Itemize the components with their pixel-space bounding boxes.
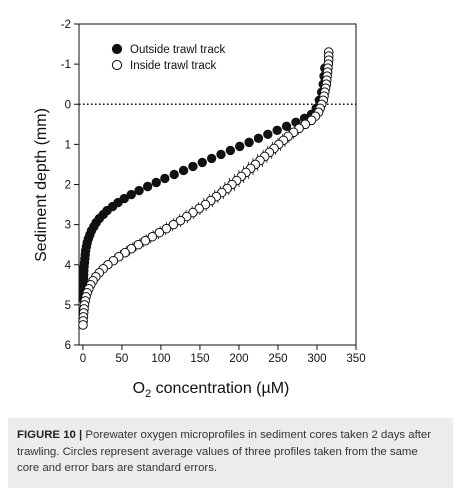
y-axis-ticks: -2 -1 0 1 2 3 4 5 6: [61, 19, 79, 352]
data-point-outside: [253, 133, 264, 144]
data-point-outside: [281, 121, 292, 132]
data-point-inside: [147, 231, 158, 242]
y-tick-label: 2: [65, 180, 71, 192]
legend-marker-outside: [111, 43, 123, 55]
x-tick-label: 150: [190, 353, 209, 365]
figure-caption-label: FIGURE 10 |: [17, 429, 83, 441]
data-point-outside: [272, 125, 282, 136]
x-tick-label: 300: [307, 353, 326, 365]
figure-caption-text: Porewater oxygen microprofiles in sedime…: [17, 429, 432, 475]
data-point-inside: [133, 239, 144, 250]
data-point-inside: [168, 219, 179, 230]
y-tick-label: -2: [61, 19, 71, 31]
data-point-inside: [140, 235, 151, 246]
chart: 0 50 100 150 200 250 300 350 -2 -1 0 1 2 3 4 5 6 Outsid…: [33, 19, 366, 400]
data-point-outside: [206, 153, 217, 164]
data-point-outside: [178, 165, 189, 176]
x-tick-label: 350: [346, 353, 365, 365]
data-point-outside: [216, 149, 226, 160]
legend: Outside trawl track Inside trawl track: [111, 43, 225, 72]
x-tick-label: 0: [80, 353, 86, 365]
x-axis-title-o: O: [133, 380, 145, 397]
data-point-outside: [225, 145, 236, 156]
data-point-outside: [134, 185, 144, 196]
x-tick-label: 50: [116, 353, 129, 365]
data-point-outside: [263, 129, 273, 140]
figure-caption: FIGURE 10 | Porewater oxygen microprofil…: [8, 418, 453, 488]
y-tick-label: 5: [65, 300, 71, 312]
data-point-outside: [160, 173, 170, 184]
data-point-inside: [154, 227, 165, 238]
y-tick-label: 3: [65, 220, 71, 232]
x-axis-title: O2 concentration (µM): [133, 380, 290, 400]
legend-label-outside: Outside trawl track: [130, 44, 225, 56]
y-tick-label: 0: [65, 99, 71, 111]
y-tick-label: -1: [61, 59, 71, 71]
data-point-outside: [188, 161, 198, 172]
data-point-inside: [175, 215, 186, 226]
y-tick-label: 1: [65, 139, 71, 151]
data-point-inside: [161, 223, 172, 234]
series-inside-trawl-track: [78, 47, 334, 330]
x-tick-label: 250: [268, 353, 287, 365]
plot-border: [78, 23, 357, 346]
x-tick-label: 100: [151, 353, 170, 365]
legend-label-inside: Inside trawl track: [130, 60, 217, 72]
data-point-inside: [78, 320, 88, 330]
data-point-outside: [126, 189, 136, 200]
plot-area: [78, 23, 357, 346]
y-tick-label: 4: [65, 260, 72, 272]
x-tick-label: 200: [229, 353, 248, 365]
y-tick-label: 6: [65, 340, 71, 352]
data-point-outside: [169, 169, 179, 180]
data-point-outside: [142, 181, 153, 192]
data-point-outside: [244, 137, 254, 148]
data-point-outside: [197, 157, 207, 168]
series-outside-trawl-track: [78, 63, 330, 304]
data-point-outside: [235, 141, 245, 152]
x-axis-title-rest: concentration (µM): [151, 380, 289, 397]
y-axis-title: Sediment depth (mm): [33, 108, 50, 262]
x-axis-title-subscript: 2: [145, 388, 151, 400]
x-axis-ticks: 0 50 100 150 200 250 300 350: [80, 345, 366, 365]
legend-marker-inside: [111, 59, 123, 71]
data-point-outside: [151, 177, 161, 188]
